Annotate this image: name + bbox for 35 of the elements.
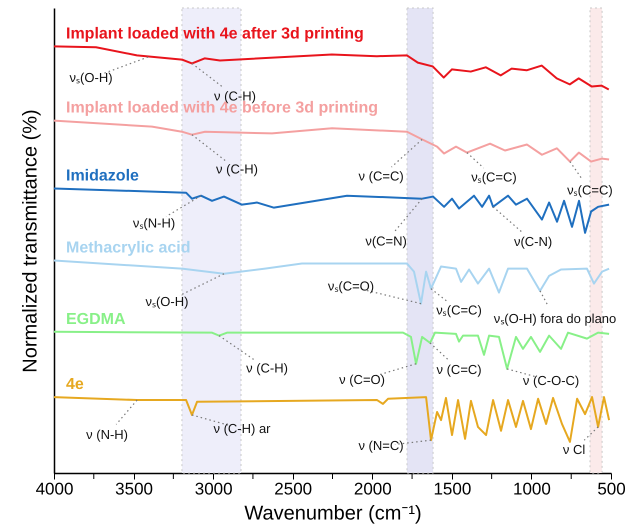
annotation: ν(C=N) [365,234,407,249]
annotation: νₛ(O-H) [70,70,113,86]
annotation: ν (N-H) [86,427,128,442]
annotation: νₛ(O-H) fora do plano [494,310,616,326]
annotation: ν (N=C) [358,438,404,454]
annotation: ν (C-H) ar [213,420,272,436]
annotation: νₛ(N-H) [132,216,176,231]
series-label: 4e [66,376,84,394]
annotation: νₛ(C=O) [328,278,374,294]
x-axis-title: Wavenumber (cm⁻¹) [244,502,422,524]
annotation: νₛ(C=C) [567,182,613,198]
annotation: ν (C=C) [436,362,482,377]
annotation: ν (C=C) [358,168,404,184]
series-label: Methacrylic acid [66,240,190,257]
annotation: ν (C-H) [246,360,288,376]
x-tick-label: 2000 [354,480,392,498]
x-tick-label: 4000 [36,480,74,498]
x-tick-label: 1000 [513,480,551,498]
annotation: ν(C-N) [514,234,552,249]
annotation: νₛ(O-H) [145,294,188,309]
x-tick-label: 500 [597,480,626,498]
annotation: ν (C-O-C) [522,372,580,388]
x-tick-label: 1500 [433,480,472,498]
annotation: ν (C=O) [339,372,385,387]
annotation: νₛ(C=C) [471,170,517,185]
series-label: EGDMA [66,310,126,328]
annotation: ν Cl [562,442,586,457]
series-label: Imidazole [66,167,140,184]
x-tick-label: 3000 [194,480,233,498]
annotation: νₛ(C=C) [436,302,482,318]
series-label: Implant loaded with 4e after 3d printing [66,25,364,42]
x-tick-label: 2500 [274,480,312,498]
annotation: ν (C-H) [216,162,258,177]
x-tick-label: 3500 [115,480,153,498]
y-axis-title: Normalized transmittance (%) [20,109,42,373]
